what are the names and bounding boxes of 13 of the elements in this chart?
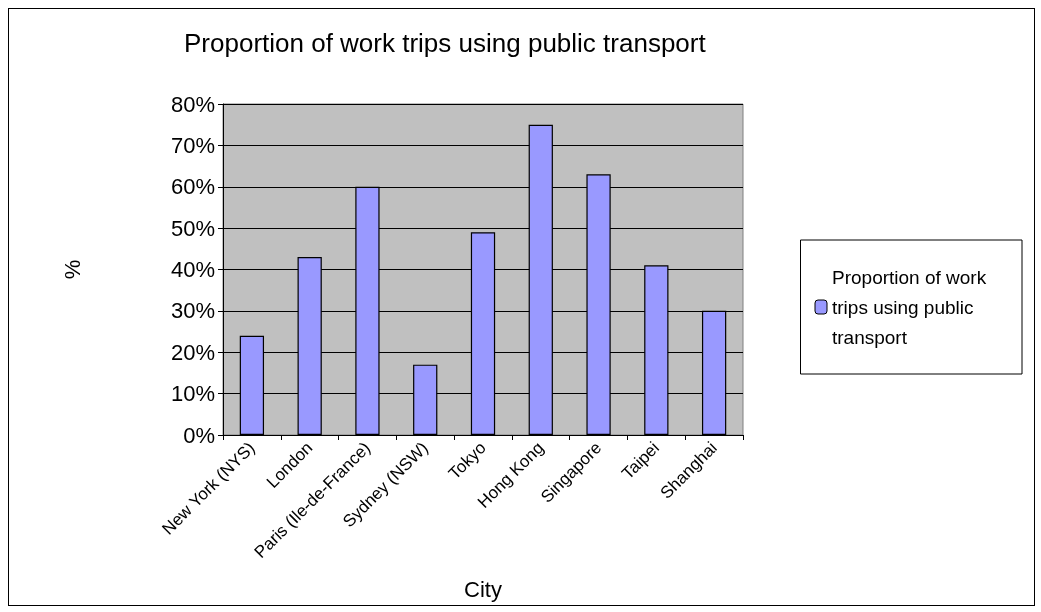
chart-title: Proportion of work trips using public transport — [184, 28, 707, 58]
legend-label: Proportion of work trips using public transport — [832, 266, 992, 348]
y-tick-label: 50% — [170, 215, 215, 241]
y-tick-label: 70% — [170, 132, 215, 158]
x-axis-title: City — [464, 576, 502, 602]
y-tick-label: 30% — [170, 298, 215, 324]
y-tick-label: 20% — [170, 339, 215, 365]
y-tick-label: 60% — [170, 174, 215, 200]
y-tick-label: 10% — [170, 381, 215, 407]
y-tick-label: 0% — [183, 422, 215, 448]
y-tick-label: 40% — [170, 257, 215, 282]
y-axis-title: % — [59, 259, 85, 280]
y-tick-label: 80% — [170, 91, 215, 117]
